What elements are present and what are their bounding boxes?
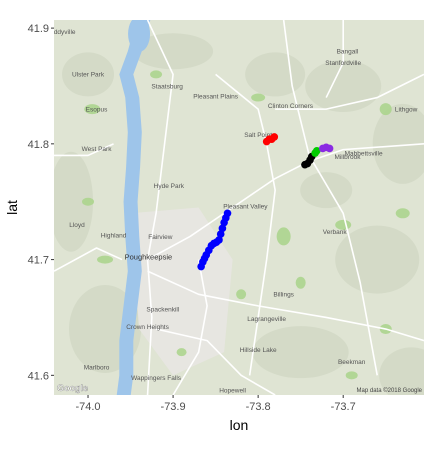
data-point [313, 146, 321, 155]
park-area [176, 348, 187, 357]
map-place-label: Billings [273, 292, 294, 299]
map-place-label: Eddyville [49, 29, 75, 36]
map-place-label: Lithgow [395, 106, 418, 113]
x-tick-label: -73.8 [246, 401, 271, 413]
map-road [325, 20, 344, 98]
map-place-label: Esopus [86, 106, 108, 113]
data-point [215, 236, 223, 244]
map-road [215, 73, 276, 376]
map-place-label: Millbrook [334, 154, 361, 161]
map-place-label: Spackenkill [146, 307, 179, 314]
map-place-label: Staatsburg [151, 83, 183, 90]
map-attribution: Map data ©2018 Google [357, 387, 423, 394]
map-place-label: Lloyd [69, 222, 85, 229]
map-road [155, 328, 276, 395]
map-place-label: Hillside Lake [240, 347, 277, 354]
data-point [216, 230, 225, 238]
terrain-shade [379, 347, 424, 395]
terrain-shade [245, 52, 306, 97]
map-road [54, 143, 114, 157]
map-road [147, 270, 424, 342]
park-area [82, 197, 95, 206]
park-area [251, 93, 266, 102]
map-place-label: Marlboro [84, 365, 110, 372]
park-area [84, 104, 101, 115]
park-area [345, 371, 358, 380]
park-area [395, 208, 410, 219]
map-place-label: Hyde Park [154, 183, 185, 190]
data-point [218, 224, 227, 233]
axes: -74.0 -73.9 -73.8 -73.7 41.6 41.7 41.8 41.9 [28, 23, 356, 413]
y-axis-label: lat [4, 200, 20, 215]
map-labels: Eddyville Ulster Park Esopus Staatsburg Plea… [49, 29, 423, 395]
park-area [379, 103, 392, 116]
map-road [146, 20, 174, 395]
river-widening [128, 20, 151, 52]
map-place-label: Wappingers Falls [131, 375, 182, 382]
map-place-label: Ulster Park [72, 72, 105, 79]
y-tick-label: 41.9 [28, 23, 49, 35]
map-place-label: Mabbettsville [345, 150, 383, 157]
map-place-label: Poughkeepsie [125, 253, 173, 262]
google-logo: Google [57, 383, 88, 393]
map-place-label: West Park [82, 146, 113, 153]
park-area [97, 255, 114, 264]
terrain-shade [305, 59, 382, 112]
map-road [275, 73, 424, 110]
map-road [282, 20, 379, 376]
x-tick-label: -73.9 [161, 401, 186, 413]
terrain-shade [133, 33, 214, 70]
terrain-shade [372, 103, 424, 184]
park-area [295, 276, 306, 289]
data-point [223, 209, 232, 218]
x-tick-label: -73.7 [331, 401, 356, 413]
map-place-label: Fairview [148, 234, 173, 241]
map-background [54, 20, 424, 395]
map-place-label: Pleasant Valley [223, 204, 268, 211]
map-place-label: Hopewell [219, 388, 246, 395]
y-tick-label: 41.8 [28, 139, 49, 151]
map-place-label: Verbank [323, 229, 348, 236]
terrain-shade [54, 151, 94, 252]
data-point [270, 133, 279, 141]
terrain-shade [252, 326, 349, 379]
terrain-shade [335, 225, 420, 294]
map-place-label: Highland [101, 233, 127, 240]
map-place-label: Clinton Corners [268, 103, 314, 110]
map-road [54, 247, 123, 272]
data-point [325, 144, 334, 153]
park-area [236, 289, 247, 300]
map-place-label: Lagrangeville [247, 316, 286, 323]
y-tick-label: 41.6 [28, 370, 49, 382]
park-area [150, 70, 163, 79]
map-place-label: Beekman [338, 359, 366, 366]
map-place-label: Pleasant Plains [193, 94, 239, 101]
map-place-label: Crown Heights [126, 324, 169, 331]
map-road [172, 259, 208, 395]
y-tick-label: 41.7 [28, 255, 49, 267]
data-points [197, 133, 334, 271]
terrain-shade [300, 172, 353, 209]
map-place-label: Stanfordville [325, 60, 361, 67]
terrain-shade [62, 52, 115, 97]
x-tick-label: -74.0 [75, 401, 100, 413]
x-axis-label: lon [230, 417, 249, 433]
hudson-river [116, 20, 151, 395]
map-road [147, 143, 424, 261]
map-place-label: Salt Point [244, 132, 272, 139]
park-area [276, 227, 291, 246]
map-place-label: Bangall [337, 49, 359, 56]
